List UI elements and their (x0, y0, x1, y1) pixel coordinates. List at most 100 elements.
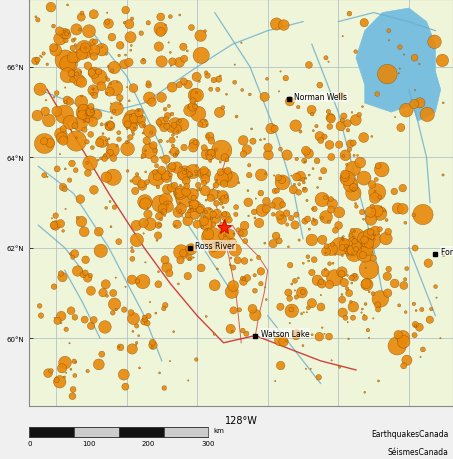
Point (165, 103, 173, 111)
Point (181, 195, 188, 202)
Point (298, 289, 305, 297)
Point (88, 108, 96, 115)
Point (269, 202, 276, 210)
Point (84, 63, 92, 70)
Point (151, 147, 159, 155)
Point (164, 113, 171, 120)
Point (102, 74, 110, 82)
Point (403, 107, 410, 115)
Point (107, 224, 115, 231)
Point (252, 196, 260, 203)
Point (202, 197, 210, 204)
Point (316, 333, 323, 341)
Point (344, 127, 352, 134)
Point (176, 60, 183, 67)
Point (275, 89, 283, 96)
Point (160, 305, 168, 313)
Point (223, 91, 230, 99)
Point (244, 188, 251, 195)
Point (346, 290, 353, 297)
Point (308, 237, 315, 244)
Point (69, 254, 76, 262)
Point (126, 118, 134, 126)
Point (352, 246, 360, 253)
Point (303, 309, 310, 316)
Point (338, 117, 346, 124)
Point (397, 125, 405, 132)
Point (351, 274, 358, 281)
Point (351, 152, 358, 160)
Point (62, 166, 69, 173)
Point (368, 134, 376, 141)
Point (203, 226, 210, 234)
Point (202, 220, 210, 227)
Point (112, 274, 120, 282)
Point (157, 138, 164, 146)
Point (120, 371, 127, 379)
Point (144, 205, 151, 213)
Point (221, 196, 228, 204)
Point (271, 126, 278, 133)
Point (131, 115, 138, 123)
Point (207, 195, 214, 202)
Point (326, 123, 333, 131)
Point (172, 152, 179, 160)
Point (327, 115, 334, 122)
Point (60, 126, 67, 133)
Point (105, 21, 112, 28)
Point (352, 272, 359, 280)
Point (317, 138, 324, 145)
Point (302, 365, 309, 373)
Point (318, 324, 326, 331)
Point (120, 62, 128, 69)
Point (66, 340, 73, 347)
Point (351, 238, 358, 246)
Point (210, 221, 217, 229)
Point (329, 241, 336, 248)
Point (213, 177, 221, 185)
Point (88, 91, 96, 99)
Point (177, 257, 184, 264)
Point (231, 79, 238, 87)
Point (363, 246, 371, 254)
Point (180, 44, 187, 51)
Point (177, 182, 184, 190)
Point (306, 172, 313, 179)
Point (257, 280, 265, 288)
Point (122, 284, 129, 291)
Point (111, 85, 119, 93)
Point (75, 77, 82, 84)
Polygon shape (409, 72, 441, 122)
Point (359, 306, 366, 313)
Point (367, 216, 375, 224)
Point (72, 138, 80, 146)
Point (217, 159, 224, 167)
Point (67, 366, 75, 373)
Point (87, 104, 95, 111)
Point (109, 309, 116, 317)
Point (167, 50, 174, 57)
Point (101, 152, 109, 160)
Point (276, 212, 284, 219)
Point (139, 278, 146, 285)
Point (181, 169, 188, 177)
Point (197, 33, 204, 40)
Point (344, 120, 351, 128)
Point (400, 362, 407, 369)
Point (200, 218, 207, 225)
Point (209, 212, 217, 219)
Point (58, 319, 65, 327)
Point (263, 198, 270, 206)
Point (102, 205, 110, 212)
Point (271, 188, 279, 195)
Point (369, 203, 376, 210)
Point (265, 145, 272, 152)
Point (87, 323, 95, 330)
Point (176, 12, 183, 20)
Point (161, 213, 169, 220)
Point (206, 154, 213, 162)
Point (270, 241, 277, 248)
Point (77, 196, 84, 203)
Point (288, 215, 295, 222)
Point (111, 108, 118, 116)
